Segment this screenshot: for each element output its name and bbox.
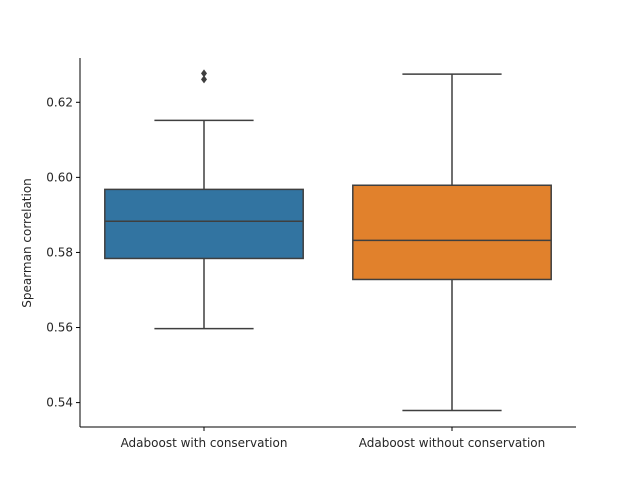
y-axis-label: Spearman correlation [20,178,34,308]
x-tick-label: Adaboost with conservation [121,436,288,450]
y-tick-label: 0.58 [46,245,73,259]
y-tick-label: 0.56 [46,321,73,335]
box-group [352,73,552,412]
outlier-point [201,69,207,78]
box-iqr [104,188,304,260]
outlier-point [201,75,207,84]
y-tick-label: 0.54 [46,396,73,410]
boxes [104,69,552,412]
y-tick-label: 0.62 [46,95,73,109]
box-group [104,69,304,330]
box-iqr [352,184,552,281]
y-tick-label: 0.60 [46,170,73,184]
axes: 0.54 0.56 0.58 0.60 0.62 Adaboost with conser… [46,58,576,450]
x-tick-label: Adaboost without conservation [359,436,546,450]
